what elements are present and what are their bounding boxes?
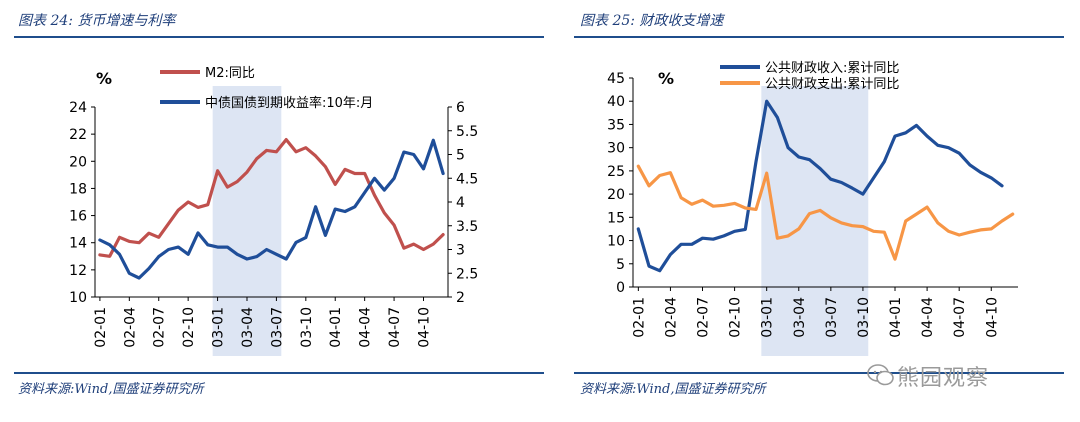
y-tick-label: 15 bbox=[607, 210, 625, 226]
legend-label: 公共财政收入:累计同比 bbox=[765, 61, 899, 76]
x-tick-label: 02-10 bbox=[181, 307, 197, 348]
x-tick-label: 02-04 bbox=[122, 307, 138, 348]
x-tick-label: 03-10 bbox=[299, 307, 315, 348]
legend-label: 公共财政支出:累计同比 bbox=[765, 77, 899, 92]
y2-tick-label: 4 bbox=[456, 195, 465, 211]
y-tick-label: 45 bbox=[607, 71, 625, 87]
x-tick-label: 04-10 bbox=[416, 307, 432, 348]
x-tick-label: 03-07 bbox=[824, 297, 840, 338]
x-tick-label: 03-10 bbox=[856, 297, 872, 338]
x-tick-label: 03-01 bbox=[211, 307, 227, 348]
wechat-icon bbox=[867, 364, 894, 386]
x-tick-label: 04-01 bbox=[328, 307, 344, 348]
shaded-period bbox=[761, 86, 869, 356]
chart-panel-money-rates: 图表 24: 货币增速与利率 10 12 14 16 18 20 22 24 2 2.5 3 3.5 4… bbox=[14, 13, 544, 397]
x-tick-label: 04-04 bbox=[920, 297, 936, 338]
y2-tick-label: 5 bbox=[456, 148, 465, 164]
x-tick-label: 02-01 bbox=[631, 297, 647, 338]
money-rates-chart: 10 12 14 16 18 20 22 24 2 2.5 3 3.5 4 4.5 5 5.5 6 02-01 02… bbox=[69, 66, 478, 356]
y-tick-label: 20 bbox=[69, 154, 87, 170]
x-tick-label: 04-07 bbox=[387, 307, 403, 348]
series-line-1 bbox=[636, 164, 1015, 261]
y2-tick-label: 2 bbox=[456, 290, 465, 306]
series-line-1 bbox=[98, 138, 445, 280]
figure-title: 图表 24: 货币增速与利率 bbox=[18, 13, 176, 29]
x-tick-label: 04-10 bbox=[984, 297, 1000, 338]
unit-label: % bbox=[658, 69, 674, 88]
source-rule bbox=[574, 372, 1064, 374]
x-tick-label: 02-07 bbox=[696, 297, 712, 338]
y-tick-label: 14 bbox=[69, 236, 87, 252]
x-tick-label: 03-07 bbox=[269, 307, 285, 348]
shaded-period bbox=[212, 86, 282, 356]
source-note: 资料来源:Wind,国盛证券研究所 bbox=[580, 382, 766, 397]
y2-tick-label: 6 bbox=[456, 100, 465, 116]
y-tick-label: 10 bbox=[69, 290, 87, 306]
y-tick-label: 5 bbox=[616, 257, 625, 273]
x-tick-label: 04-01 bbox=[888, 297, 904, 338]
x-tick-label: 04-04 bbox=[358, 307, 374, 348]
y-tick-label: 35 bbox=[607, 117, 625, 133]
x-tick-label: 02-01 bbox=[93, 307, 109, 348]
x-tick-label: 03-04 bbox=[792, 297, 808, 338]
x-tick-label: 03-01 bbox=[760, 297, 776, 338]
y2-tick-label: 5.5 bbox=[456, 124, 478, 140]
y2-tick-label: 3 bbox=[456, 243, 465, 259]
title-rule bbox=[14, 36, 544, 38]
title-rule bbox=[574, 36, 1064, 38]
y-tick-label: 16 bbox=[69, 209, 87, 225]
y-tick-label: 24 bbox=[69, 100, 87, 116]
legend-label: 中债国债到期收益率:10年:月 bbox=[205, 95, 373, 111]
x-tick-label: 02-04 bbox=[663, 297, 679, 338]
y-tick-label: 10 bbox=[607, 234, 625, 250]
source-rule bbox=[14, 372, 544, 374]
legend-label: M2:同比 bbox=[205, 66, 255, 81]
y2-tick-label: 4.5 bbox=[456, 171, 478, 187]
x-tick-label: 04-07 bbox=[952, 297, 968, 338]
y2-tick-label: 2.5 bbox=[456, 266, 478, 282]
x-tick-label: 03-04 bbox=[240, 307, 256, 348]
y2-tick-label: 3.5 bbox=[456, 219, 478, 235]
y-tick-label: 20 bbox=[607, 187, 625, 203]
source-note: 资料来源:Wind,国盛证券研究所 bbox=[18, 382, 204, 397]
series-line-0 bbox=[98, 138, 445, 258]
y-tick-label: 12 bbox=[69, 263, 87, 279]
x-tick-label: 02-07 bbox=[152, 307, 168, 348]
y-tick-label: 40 bbox=[607, 94, 625, 110]
y-tick-label: 22 bbox=[69, 127, 87, 143]
x-tick-label: 02-10 bbox=[728, 297, 744, 338]
fiscal-chart: 0 5 10 15 20 25 30 35 40 45 02-01 02-04 02-07 02-10 03… bbox=[607, 61, 1018, 356]
chart-panel-fiscal: 图表 25: 财政收支增速 0 5 10 15 20 25 30 35 40 45 02-01 02-… bbox=[560, 0, 1080, 422]
y-tick-label: 18 bbox=[69, 181, 87, 197]
watermark-text: 熊园观察 bbox=[897, 366, 990, 391]
unit-label: % bbox=[96, 69, 112, 88]
y-tick-label: 0 bbox=[616, 280, 625, 296]
y-tick-label: 30 bbox=[607, 141, 625, 157]
figure-title: 图表 25: 财政收支增速 bbox=[580, 13, 724, 29]
series-line-0 bbox=[636, 99, 1004, 273]
y-tick-label: 25 bbox=[607, 164, 625, 180]
